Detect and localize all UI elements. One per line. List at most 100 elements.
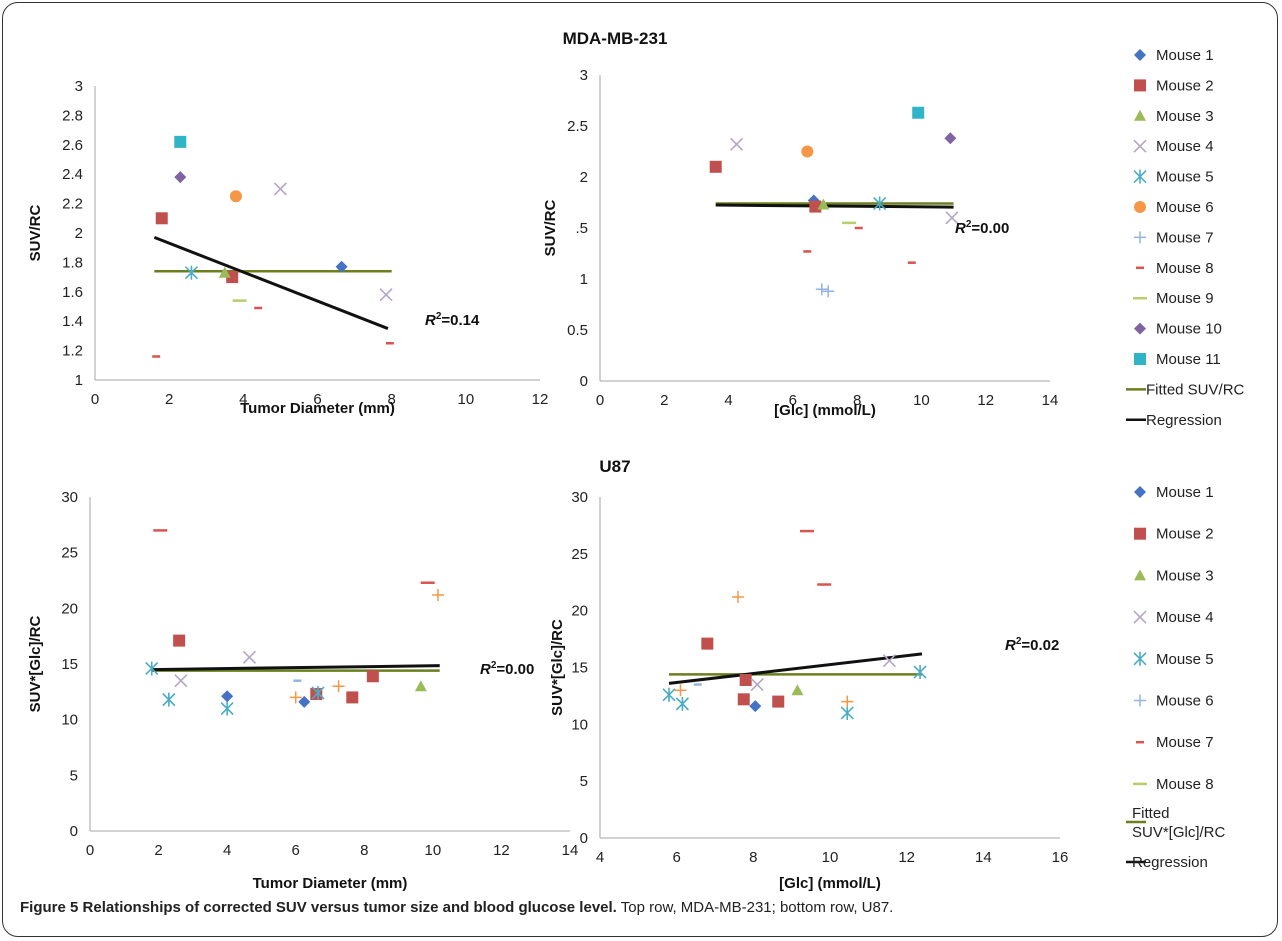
mouse-6-legend-marker <box>1134 694 1146 707</box>
y-axis-label: SUV*[Glc]/RC <box>27 615 44 712</box>
data-point-mouse-4 <box>174 674 188 688</box>
data-point-mouse-7 <box>815 283 828 296</box>
data-point-mouse-6 <box>229 190 242 203</box>
x-tick-label: 4 <box>223 842 231 859</box>
x-tick-label: 12 <box>532 391 549 408</box>
legend-label: Fitted SUV/RC <box>1146 381 1245 398</box>
data-point-mouse-2 <box>809 200 822 213</box>
data-point-mouse-2 <box>709 160 722 173</box>
y-tick-label: 1.2 <box>62 343 83 360</box>
mouse-3-legend-marker <box>1134 569 1146 581</box>
x-tick-label: 4 <box>596 849 604 866</box>
legend-label: Mouse 5 <box>1156 651 1214 668</box>
r-squared-annotation: R2=0.00 <box>955 219 1009 237</box>
legend-label: Mouse 8 <box>1156 260 1214 277</box>
x-tick-label: 2 <box>660 392 668 409</box>
regression-line <box>151 664 440 672</box>
data-point-mouse-5 <box>662 687 676 702</box>
x-axis-label: [Glc] (mmol/L) <box>774 402 876 419</box>
legend-item-mouse-5: Mouse 5 <box>1133 169 1214 186</box>
data-point-mouse-4 <box>379 288 393 302</box>
legend-item-mouse-2: Mouse 2 <box>1134 526 1214 543</box>
r-squared-annotation: R2=0.02 <box>1005 636 1059 654</box>
legend-mda-mb-231: Mouse 1 Mouse 2 Mouse 3 Mouse 4 Mouse 5 Mouse… <box>1126 47 1245 429</box>
data-point-mouse-2 <box>772 695 785 708</box>
charts-layer: 0 2 4 6 8 10 1211.21.41.61.822.22.42.62.83Tumo… <box>27 67 1068 892</box>
legend-label: Mouse 7 <box>1156 229 1214 246</box>
x-tick-label: 16 <box>1052 849 1069 866</box>
mouse-1-legend-marker <box>1134 49 1146 61</box>
data-point-mouse-6 <box>432 588 444 601</box>
data-point-mouse-3 <box>218 266 231 278</box>
data-point-mouse-4 <box>750 677 764 692</box>
y-tick-label: 30 <box>571 489 588 506</box>
x-tick-label: 8 <box>853 392 861 409</box>
y-tick-label: 1.8 <box>62 254 83 271</box>
y-tick-label: 5 <box>70 767 78 784</box>
y-tick-label: 20 <box>61 600 78 617</box>
data-point-mouse-5 <box>675 696 689 711</box>
legend-item-mouse-10: Mouse 10 <box>1134 321 1222 338</box>
y-tick-label: 20 <box>571 603 588 620</box>
x-tick-label: 4 <box>239 391 247 408</box>
legend-item-mouse-7: Mouse 7 <box>1134 229 1214 246</box>
data-point-mouse-2 <box>701 637 714 650</box>
data-point-mouse-1 <box>749 700 762 713</box>
group-title-u87: U87 <box>599 457 630 476</box>
legend-label: Mouse 6 <box>1156 693 1214 710</box>
legend-label: Mouse 10 <box>1156 321 1222 338</box>
y-tick-label: 30 <box>61 489 78 506</box>
mouse-10-legend-marker <box>1134 322 1146 335</box>
legend-label: Regression <box>1146 412 1222 429</box>
legend-label: Mouse 11 <box>1156 351 1221 368</box>
mouse-1-legend-marker <box>1134 486 1146 498</box>
y-tick-label: 2 <box>75 225 83 242</box>
mouse-3-legend-marker <box>1134 109 1146 121</box>
data-point-mouse-11 <box>174 135 187 148</box>
r-squared-annotation: R2=0.14 <box>425 311 480 329</box>
y-tick-label: 10 <box>571 716 588 733</box>
y-tick-label: 0 <box>580 373 588 390</box>
y-tick-label: 5 <box>580 773 588 790</box>
legend-label: Mouse 1 <box>1156 47 1214 64</box>
legend-item-mouse-7: Mouse 7 <box>1136 734 1214 751</box>
chart-4: 4 6 8 10 12 14 16 0 5 10 15 20 25 30 [Glc] (mmol/L) SUV… <box>549 489 1068 892</box>
data-point-mouse-6 <box>332 680 345 693</box>
x-tick-label: 12 <box>977 392 994 409</box>
data-point-mouse-6 <box>289 691 302 704</box>
legend-item-fitted-suv-glc-rc: Fitted SUV*[Glc]/RC <box>1126 805 1226 841</box>
x-tick-label: 8 <box>749 849 757 866</box>
x-tick-label: 0 <box>596 392 604 409</box>
y-tick-label: 1 <box>75 372 83 389</box>
x-tick-label: 10 <box>822 849 839 866</box>
data-point-mouse-5 <box>162 692 176 707</box>
r-squared-annotation: R2=0.00 <box>480 660 534 678</box>
mouse-6-legend-marker <box>1134 201 1146 213</box>
legend-item-fitted-suv-rc: Fitted SUV/RC <box>1126 381 1245 398</box>
legend-label: Mouse 4 <box>1156 138 1214 155</box>
y-tick-label: 2.8 <box>62 107 83 124</box>
y-tick-label: 3 <box>75 78 83 95</box>
y-tick-label: 0 <box>580 830 588 847</box>
chart-2: 0 2 4 6 8 10 12 14 0 0.5 1 .5 2 2.5 3 [Glc] (mmol/L) SUV… <box>542 67 1058 419</box>
legend-item-mouse-11: Mouse 11 <box>1134 351 1221 368</box>
data-point-mouse-10 <box>944 132 957 145</box>
data-point-mouse-6 <box>674 684 687 697</box>
legend-label: Mouse 9 <box>1156 290 1214 307</box>
mouse-7-legend-marker <box>1134 231 1146 244</box>
regression-line <box>668 652 923 685</box>
data-point-mouse-3 <box>817 198 830 210</box>
y-tick-label: 1 <box>580 271 588 288</box>
x-axis-label: [Glc] (mmol/L) <box>779 875 881 892</box>
mouse-11-legend-marker <box>1134 353 1146 365</box>
x-tick-label: 4 <box>724 392 732 409</box>
x-tick-label: 8 <box>360 842 368 859</box>
legend-item-mouse-1: Mouse 1 <box>1134 47 1214 64</box>
data-point-mouse-4 <box>242 650 256 664</box>
legend-label: Mouse 5 <box>1156 169 1214 186</box>
legends-layer: Mouse 1 Mouse 2 Mouse 3 Mouse 4 Mouse 5 Mouse… <box>1126 47 1245 871</box>
figure-caption: Figure 5 Relationships of corrected SUV … <box>20 899 1260 916</box>
legend-label: Regression <box>1132 854 1208 871</box>
data-point-mouse-3 <box>791 684 804 696</box>
